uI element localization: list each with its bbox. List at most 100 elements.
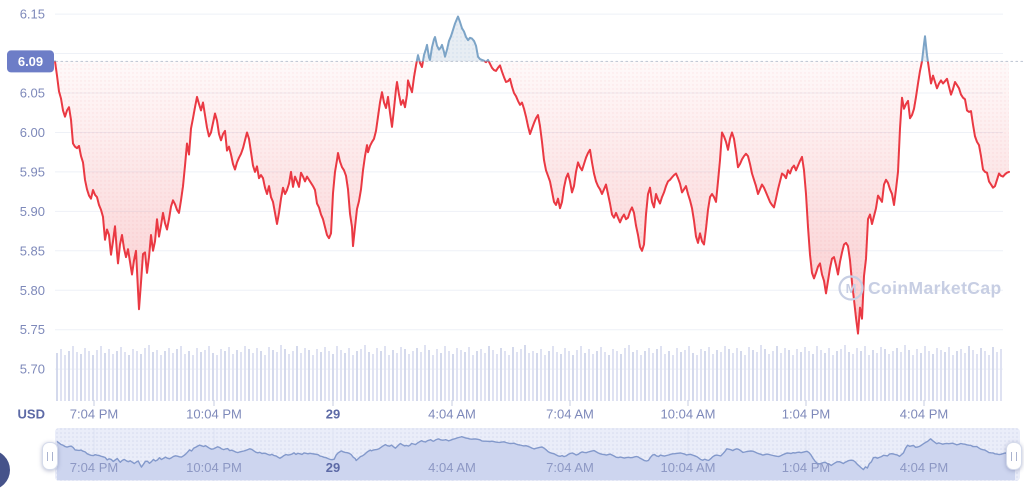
volume-bar (680, 352, 682, 401)
volume-bar (340, 350, 342, 401)
volume-bar (896, 348, 898, 401)
volume-bar (484, 353, 486, 401)
volume-bar (468, 347, 470, 401)
navigator-label: 4:04 PM (900, 460, 948, 475)
price-line[interactable] (54, 15, 1010, 335)
volume-bar (392, 350, 394, 401)
volume-bar (808, 351, 810, 401)
volume-bar (268, 347, 270, 401)
volume-bar (248, 349, 250, 401)
volume-bar (936, 348, 938, 401)
volume-bar (476, 351, 478, 401)
volume-bar (964, 353, 966, 401)
volume-bar (560, 354, 562, 401)
volume-bar (916, 349, 918, 401)
volume-bar (676, 348, 678, 401)
volume-bar (344, 353, 346, 401)
volume-bar (204, 350, 206, 401)
volume-bar (188, 351, 190, 401)
volume-bar (160, 355, 162, 401)
volume-bar (148, 345, 150, 401)
volume-bar (920, 353, 922, 401)
volume-bar (796, 349, 798, 401)
volume-bar (264, 355, 266, 401)
volume-bar (976, 354, 978, 401)
volume-bar (588, 349, 590, 401)
volume-bar (488, 346, 490, 401)
volume-bar (436, 349, 438, 401)
volume-bar (296, 346, 298, 401)
volume-bar (404, 349, 406, 401)
navigator-handle-right[interactable] (1006, 442, 1022, 470)
navigator-handle-left[interactable] (42, 442, 58, 470)
y-axis-label: 6.05 (20, 86, 45, 101)
volume-bar (212, 353, 214, 401)
volume-bar (456, 348, 458, 401)
volume-bar (328, 351, 330, 401)
volume-bar (480, 349, 482, 401)
volume-bar (112, 354, 114, 401)
volume-bars (56, 345, 1002, 401)
volume-bar (140, 354, 142, 401)
volume-bar (688, 346, 690, 401)
volume-bar (744, 355, 746, 401)
current-price-badge: 6.09 (7, 50, 54, 73)
x-axis-label: 7:04 AM (546, 407, 594, 422)
volume-bar (824, 353, 826, 401)
range-navigator[interactable]: 7:04 PM 10:04 PM 29 4:04 AM 7:04 AM 10:04 AM 1… (55, 428, 1020, 481)
volume-bar (508, 355, 510, 401)
volume-bar (912, 355, 914, 401)
volume-bar (348, 348, 350, 401)
y-axis: 6.15 6.05 6.00 5.95 5.90 5.85 5.80 5.75 5.70 (20, 7, 45, 377)
volume-bar (556, 352, 558, 401)
volume-bar (852, 354, 854, 401)
volume-bar (460, 350, 462, 401)
volume-bar (648, 348, 650, 401)
volume-bar (972, 350, 974, 401)
volume-bar (172, 353, 174, 401)
volume-bar (592, 354, 594, 401)
volume-bar (180, 346, 182, 401)
navigator-area (57, 436, 1015, 480)
volume-bar (544, 355, 546, 401)
volume-bar (708, 347, 710, 401)
volume-bar (136, 351, 138, 401)
volume-bar (748, 347, 750, 401)
current-price-value: 6.09 (18, 54, 43, 69)
volume-bar (300, 353, 302, 401)
volume-bar (360, 349, 362, 401)
volume-bar (840, 349, 842, 401)
price-area[interactable] (55, 16, 1009, 334)
volume-bar (168, 348, 170, 401)
volume-bar (292, 351, 294, 401)
coinmarketcap-logo-icon (838, 275, 864, 301)
chat-bubble[interactable] (0, 450, 10, 489)
volume-bar (736, 348, 738, 401)
volume-bar (820, 350, 822, 401)
navigator-label: 4:04 AM (428, 460, 476, 475)
volume-bar (408, 354, 410, 401)
volume-bar (216, 355, 218, 401)
volume-bar (192, 355, 194, 401)
volume-bar (892, 351, 894, 401)
volume-bar (196, 348, 198, 401)
volume-bar (396, 353, 398, 401)
volume-bar (512, 347, 514, 401)
volume-bar (632, 352, 634, 401)
volume-bar (652, 353, 654, 401)
volume-bar (552, 346, 554, 401)
volume-bar (572, 355, 574, 401)
volume-bar (176, 349, 178, 401)
volume-bar (316, 349, 318, 401)
volume-bar (876, 353, 878, 401)
volume-bar (440, 353, 442, 401)
volume-bar (100, 346, 102, 401)
volume-bar (336, 346, 338, 401)
volume-bar (420, 352, 422, 401)
price-line-down-segment[interactable] (54, 17, 1010, 335)
volume-bar (984, 351, 986, 401)
volume-bar (364, 345, 366, 401)
volume-bar (692, 353, 694, 401)
volume-bar (400, 347, 402, 401)
